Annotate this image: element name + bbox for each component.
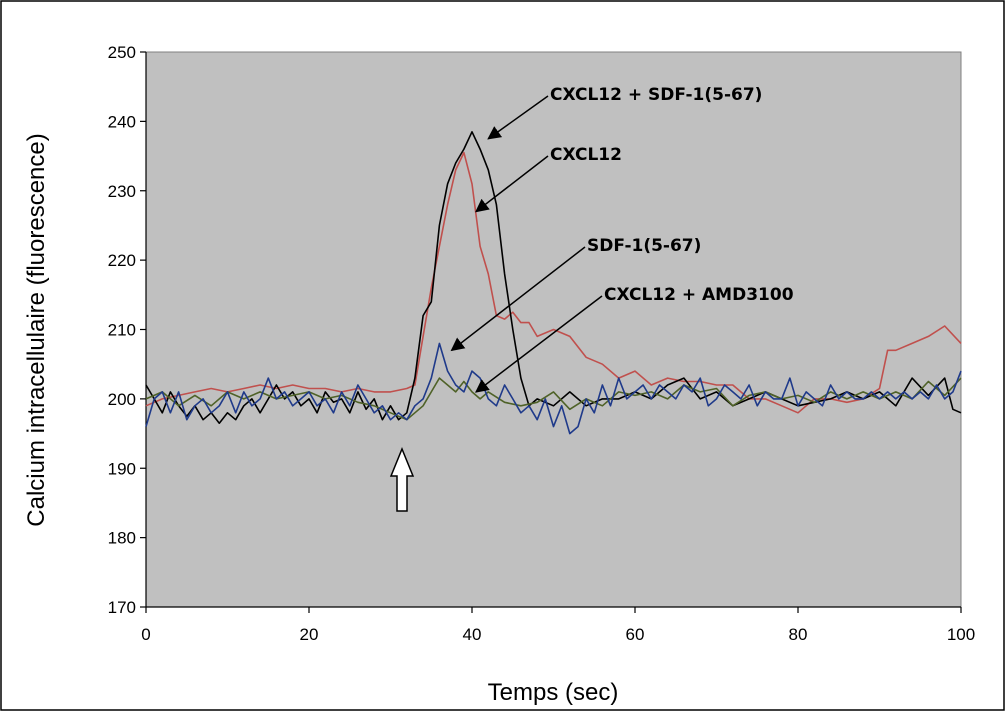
y-tick-label: 240 (108, 112, 136, 131)
annotation-arrow (475, 155, 549, 213)
y-axis-title: Calcium intracellulaire (fluorescence) (23, 133, 50, 526)
series-line-4 (145, 342, 962, 435)
annotation-label: CXCL12 + AMD3100 (604, 285, 794, 305)
stimulus-arrow-icon (389, 447, 415, 512)
x-axis-title: Temps (sec) (488, 679, 619, 706)
y-tick-label: 170 (108, 598, 136, 617)
y-tick-label: 230 (108, 182, 136, 201)
x-tick-label: 60 (626, 625, 645, 644)
annotation-arrow (475, 295, 603, 393)
y-tick-label: 190 (108, 459, 136, 478)
series-line-1 (145, 151, 962, 414)
x-tick-label: 80 (789, 625, 808, 644)
axes: 170 180 190 200 210 220 230 240 250 0 20 40 60 80 100 (108, 43, 976, 644)
x-tick-label: 100 (947, 625, 975, 644)
x-tick-label: 0 (141, 625, 150, 644)
annotation-label: CXCL12 (550, 145, 622, 165)
y-tick-label: 220 (108, 251, 136, 270)
y-tick-label: 180 (108, 529, 136, 548)
y-tick-label: 250 (108, 43, 136, 62)
annotation-layer: CXCL12 + SDF-1(5-67) CXCL12 SDF-1(5-67) CXC… (450, 85, 794, 393)
x-tick-label: 20 (300, 625, 319, 644)
annotation-arrow (487, 95, 549, 140)
annotation-label: CXCL12 + SDF-1(5-67) (550, 85, 762, 105)
y-tick-label: 200 (108, 390, 136, 409)
x-tick-label: 40 (463, 625, 482, 644)
series-layer (145, 131, 962, 435)
y-tick-label: 210 (108, 321, 136, 340)
annotation-arrow (450, 246, 586, 352)
annotation-label: SDF-1(5-67) (587, 236, 701, 256)
series-line-3 (145, 377, 962, 421)
